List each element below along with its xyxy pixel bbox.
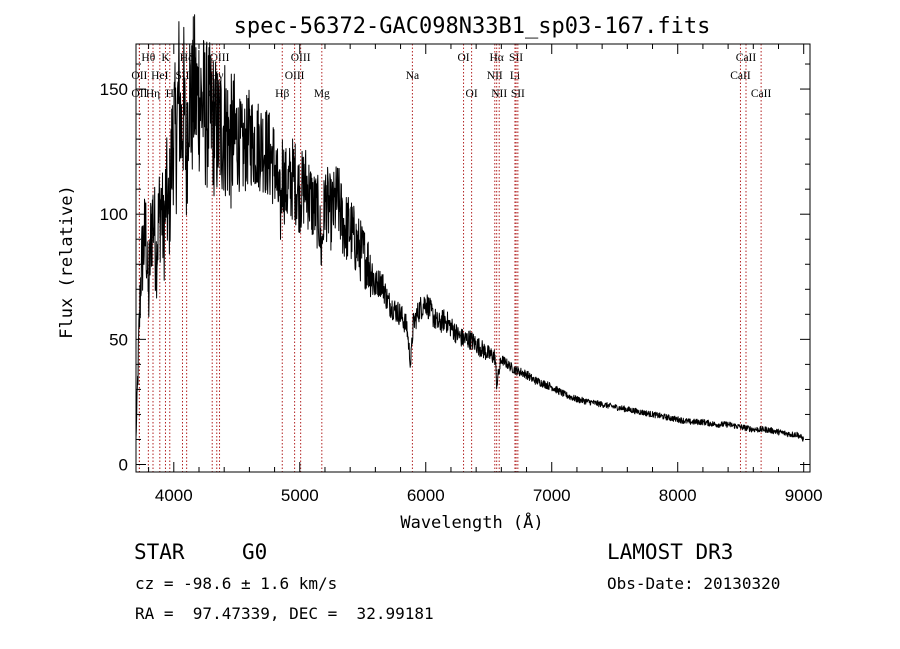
y-tick-label: 150	[100, 80, 128, 99]
spectral-line-label: OII	[131, 88, 147, 100]
y-tick-label: 0	[119, 455, 128, 474]
y-tick-label: 50	[109, 330, 128, 349]
redshift-velocity: cz = -98.6 ± 1.6 km/s	[135, 574, 338, 593]
spectral-line-label: Na	[406, 70, 419, 82]
spectral-line-label: OIII	[291, 52, 311, 64]
chart-title: spec-56372-GAC098N33B1_sp03-167.fits	[234, 14, 711, 39]
spectral-line-label: Li	[510, 70, 520, 82]
survey-name: LAMOST DR3	[607, 540, 734, 564]
x-tick-label: 7000	[533, 486, 571, 505]
spectral-line-label: Mg	[314, 88, 330, 100]
x-tick-label: 6000	[407, 486, 445, 505]
spectral-line-label: NII	[487, 70, 503, 82]
spectrum-flux-line	[135, 14, 804, 442]
spectral-line-label: OI	[466, 88, 478, 100]
spectral-line-label: Hα	[490, 52, 504, 64]
spectral-line-label: Hθ	[141, 52, 155, 64]
x-tick-label: 9000	[785, 486, 823, 505]
object-subclass: G0	[242, 540, 268, 564]
spectral-line-label: OI	[457, 52, 469, 64]
spectral-line-label: CaII	[751, 88, 772, 100]
spectral-line-label: CaII	[730, 70, 751, 82]
spectral-line-label: SII	[509, 52, 523, 64]
series-layer	[135, 14, 804, 442]
spectral-line-label: HeI	[151, 70, 168, 82]
axis-ticks: 4000 5000 6000 7000 8000 9000 0 50 100 150	[100, 44, 823, 505]
spectral-line-label: SII	[175, 70, 189, 82]
x-tick-label: 4000	[155, 486, 193, 505]
coordinates: RA = 97.47339, DEC = 32.99181	[135, 604, 434, 623]
spectral-line-label: Hη	[146, 88, 160, 100]
object-class: STAR	[134, 540, 185, 564]
spectral-line-label: OIII	[285, 70, 305, 82]
spectral-line-label: CaII	[736, 52, 757, 64]
spectral-line-label: H	[166, 88, 174, 100]
x-axis-label: Wavelength (Å)	[400, 511, 543, 533]
y-axis-label: Flux (relative)	[57, 185, 77, 339]
observation-date: Obs-Date: 20130320	[607, 574, 781, 593]
plot-frame	[135, 43, 811, 473]
spectral-line-label: NII	[491, 88, 507, 100]
spectral-line-label: SII	[511, 88, 525, 100]
spectral-line-label: K	[161, 52, 170, 64]
spectral-line-label: Hβ	[275, 88, 289, 100]
x-tick-label: 8000	[659, 486, 697, 505]
x-tick-label: 5000	[281, 486, 319, 505]
spectral-line-label: OIII	[210, 52, 230, 64]
y-tick-label: 100	[100, 205, 128, 224]
